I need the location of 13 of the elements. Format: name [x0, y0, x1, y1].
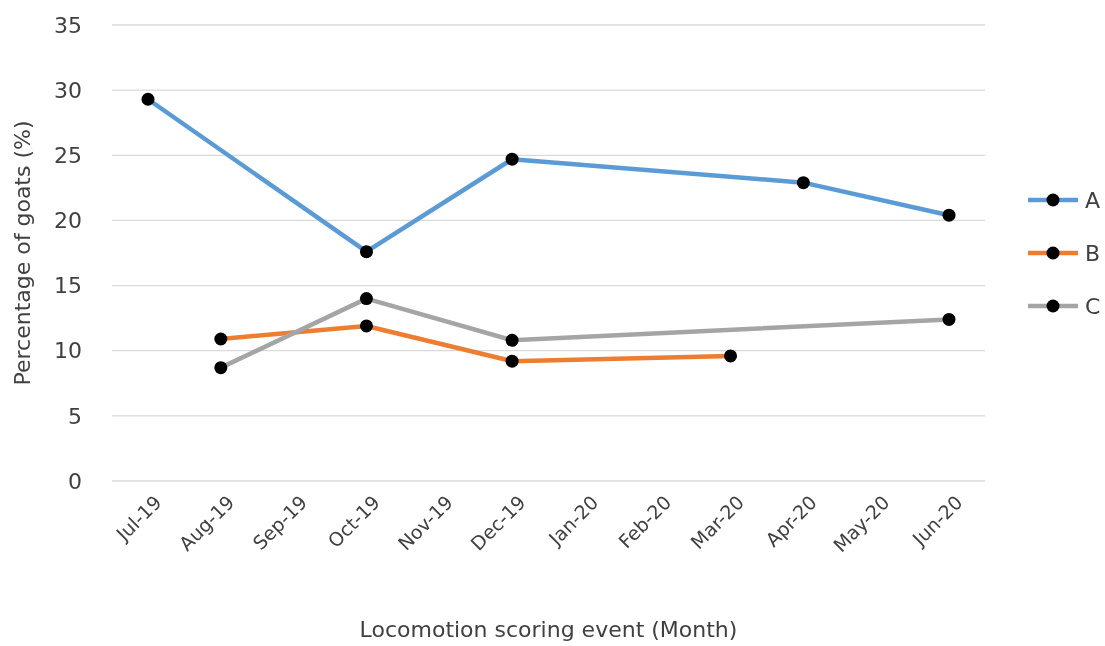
- y-axis-title: Percentage of goats (%): [10, 120, 35, 386]
- y-tick-label: 0: [68, 468, 82, 494]
- legend-label: B: [1085, 240, 1101, 266]
- y-tick-label: 25: [54, 142, 82, 168]
- y-tick-label: 20: [54, 208, 82, 234]
- y-tick-label: 5: [68, 403, 82, 429]
- y-tick-label: 10: [54, 338, 82, 364]
- y-tick-label: 35: [54, 12, 82, 38]
- y-tick-label: 15: [54, 273, 82, 299]
- y-tick-label: 30: [54, 77, 82, 103]
- legend-label: C: [1085, 293, 1101, 319]
- x-axis-title: Locomotion scoring event (Month): [359, 617, 738, 642]
- legend-label: A: [1085, 187, 1101, 213]
